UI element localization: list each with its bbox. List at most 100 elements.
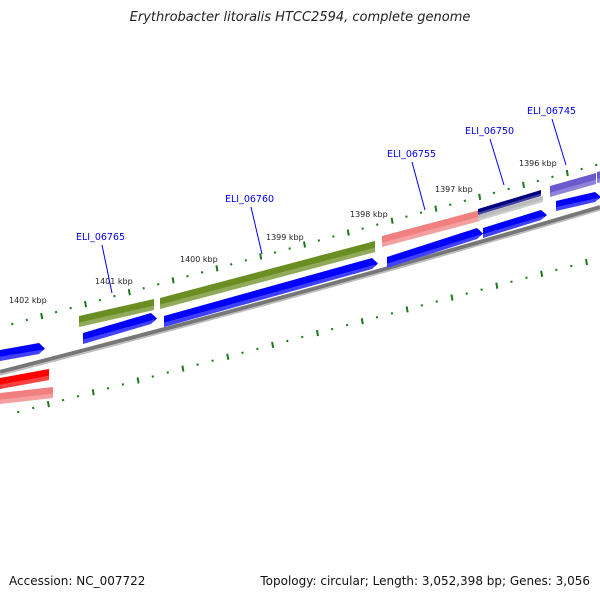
cds-feature[interactable]: [556, 192, 600, 211]
kbp-label: 1399 kbp: [266, 233, 304, 242]
gene-feature-ELI_06765[interactable]: [79, 299, 154, 327]
major-tick: [127, 289, 131, 296]
red-feature[interactable]: [0, 369, 49, 389]
minor-tick: [157, 283, 160, 286]
gene-feature-partial-highlight: [597, 178, 600, 183]
minor-tick: [375, 316, 379, 319]
cds-feature[interactable]: [0, 343, 45, 361]
minor-tick: [492, 191, 496, 195]
major-tick: [84, 300, 87, 308]
minor-tick: [463, 199, 467, 203]
cds-feature[interactable]: [164, 258, 378, 327]
minor-tick: [595, 163, 598, 167]
kbp-label: 1400 kbp: [180, 255, 218, 264]
gene-label-leader: [250, 206, 263, 255]
minor-tick: [345, 323, 349, 327]
minor-tick: [230, 263, 233, 266]
cds-feature-highlight: [83, 319, 154, 344]
minor-tick: [31, 406, 35, 410]
minor-tick: [420, 304, 424, 307]
minor-tick: [106, 387, 110, 390]
cds-feature[interactable]: [483, 210, 547, 238]
minor-tick: [17, 410, 20, 414]
gene-feature-ELI_06750[interactable]: [478, 190, 541, 215]
major-tick: [346, 229, 350, 236]
topology-label: Topology: circular; Length: 3,052,398 bp…: [260, 574, 590, 588]
minor-tick: [570, 264, 573, 268]
genome-backbone-shadow: [0, 209, 600, 376]
map-title: Erythrobacter litoralis HTCC2594, comple…: [129, 10, 471, 25]
major-tick: [495, 282, 499, 289]
minor-tick: [54, 310, 58, 314]
minor-tick: [288, 247, 291, 250]
cds-feature[interactable]: [387, 228, 483, 268]
major-tick: [303, 241, 306, 248]
major-tick: [390, 217, 394, 224]
cds-feature[interactable]: [83, 313, 157, 344]
genome-backbone: [0, 205, 600, 374]
minor-tick: [507, 187, 510, 191]
minor-tick: [196, 363, 199, 366]
minor-tick: [166, 371, 169, 374]
minor-tick: [361, 227, 364, 230]
minor-tick: [121, 383, 125, 386]
kbp-label: 1402 kbp: [9, 296, 47, 305]
minor-tick: [186, 275, 189, 278]
accession-label: Accession: NC_007722: [9, 574, 146, 588]
major-tick: [181, 365, 185, 372]
minor-tick: [211, 359, 214, 362]
minor-tick: [449, 203, 452, 206]
minor-tick: [244, 259, 248, 262]
gene-label-ELI_06750[interactable]: ELI_06750: [465, 126, 514, 137]
major-tick: [259, 253, 263, 260]
minor-tick: [317, 239, 321, 242]
minor-tick: [330, 327, 334, 331]
minor-tick: [510, 280, 513, 283]
gene-feature-ELI_06750-shade[interactable]: [478, 196, 543, 221]
cds-feature-highlight: [556, 198, 598, 211]
minor-tick: [480, 288, 483, 291]
gene-feature-ELI_06765-highlight: [79, 305, 154, 327]
major-tick: [226, 353, 230, 360]
kbp-label: 1398 kbp: [350, 210, 388, 219]
pink-feature[interactable]: [0, 387, 53, 404]
gene-label-ELI_06765[interactable]: ELI_06765: [76, 232, 125, 243]
major-tick: [215, 265, 219, 272]
minor-tick: [113, 294, 116, 298]
major-tick: [405, 306, 409, 313]
major-tick: [136, 377, 140, 384]
cds-feature-highlight: [387, 234, 480, 268]
minor-tick: [390, 312, 394, 315]
minor-tick: [301, 335, 304, 339]
gene-feature-ELI_06760[interactable]: [160, 241, 375, 309]
minor-tick: [332, 235, 335, 238]
gene-label-ELI_06760[interactable]: ELI_06760: [225, 194, 274, 205]
cds-feature-highlight: [483, 216, 544, 238]
minor-tick: [536, 179, 540, 183]
minor-tick: [69, 306, 72, 310]
major-tick: [171, 277, 175, 284]
pink-feature-highlight: [0, 393, 53, 404]
minor-tick: [419, 211, 423, 214]
gene-feature-ELI_06745[interactable]: [550, 173, 596, 197]
major-tick: [271, 341, 275, 349]
major-tick: [315, 329, 319, 337]
minor-tick: [551, 175, 554, 179]
minor-tick: [11, 322, 14, 326]
minor-tick: [61, 398, 65, 402]
kbp-label: 1396 kbp: [519, 159, 557, 168]
gene-label-ELI_06745[interactable]: ELI_06745: [527, 106, 576, 117]
gene-feature-ELI_06755[interactable]: [382, 210, 480, 247]
minor-tick: [241, 351, 244, 355]
gene-feature-partial[interactable]: [597, 171, 600, 183]
minor-tick: [435, 300, 438, 303]
major-tick: [434, 205, 438, 212]
major-tick: [540, 270, 544, 278]
major-tick: [360, 318, 364, 325]
gene-feature-ELI_06760-highlight: [160, 247, 375, 309]
gene-label-leader: [551, 118, 567, 166]
gene-label-leader: [101, 244, 113, 294]
major-tick: [91, 389, 95, 396]
gene-label-ELI_06755[interactable]: ELI_06755: [387, 149, 436, 160]
